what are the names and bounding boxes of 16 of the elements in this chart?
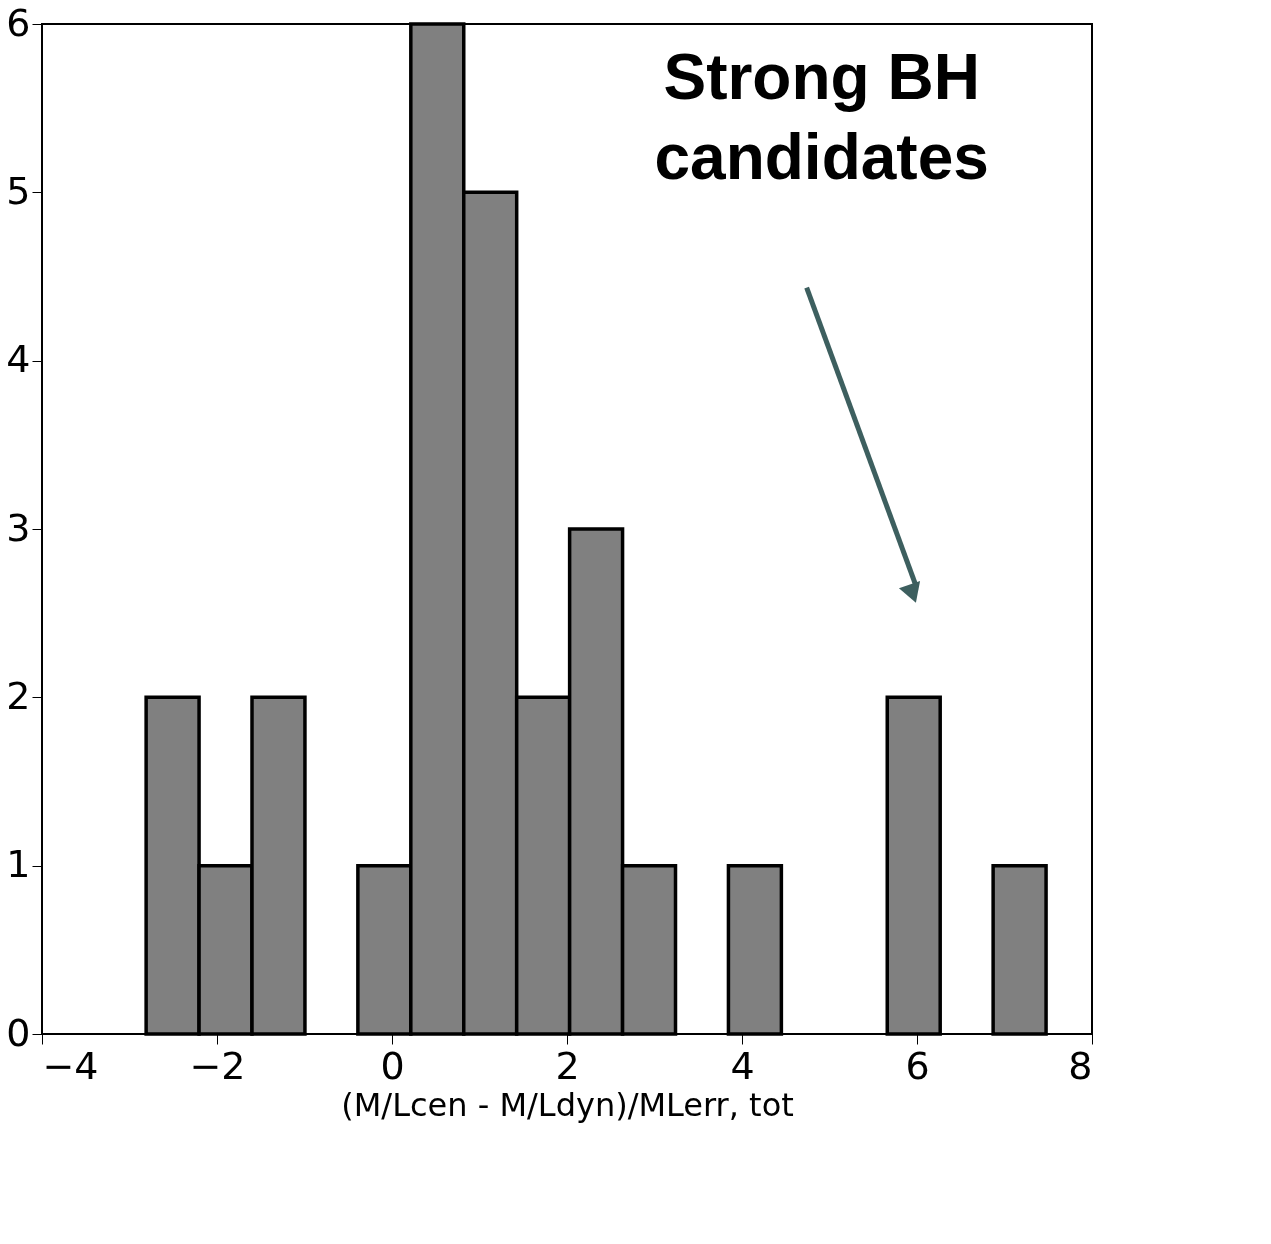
annotation: Strong BH candidates — [654, 40, 989, 193]
x-tick-label: 8 — [1068, 1043, 1093, 1088]
y-tick-label: 6 — [6, 0, 31, 45]
y-tick-label: 1 — [6, 842, 31, 887]
x-axis-title: (M/Lcen - M/Ldyn)/MLerr, tot — [341, 1085, 794, 1124]
x-tick-label: 4 — [730, 1043, 755, 1088]
y-tick-label: 5 — [6, 168, 31, 213]
y-tick-label: 3 — [6, 505, 31, 550]
y-tick-label: 2 — [6, 673, 31, 718]
x-tick-label: −2 — [189, 1043, 246, 1088]
x-tick-label: −4 — [42, 1043, 99, 1088]
x-tick-label: 0 — [380, 1043, 405, 1088]
y-tick-label: 4 — [6, 337, 31, 382]
y-tick-label: 0 — [6, 1010, 31, 1055]
x-tick-label: 2 — [555, 1043, 580, 1088]
x-tick-label: 6 — [905, 1043, 930, 1088]
